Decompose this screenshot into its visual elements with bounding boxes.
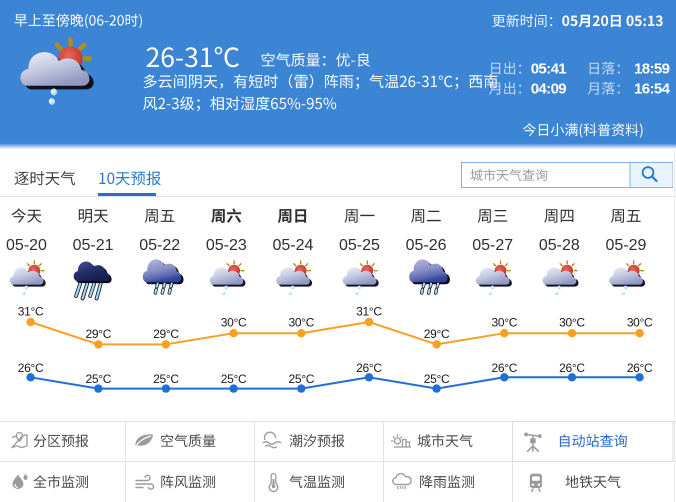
- svg-text:05-26: 05-26: [406, 237, 447, 254]
- svg-text:05-29: 05-29: [605, 237, 646, 254]
- svg-text:30°C: 30°C: [221, 316, 247, 330]
- svg-text:30°C: 30°C: [627, 316, 653, 330]
- svg-text:26°C: 26°C: [491, 361, 517, 375]
- svg-text:30°C: 30°C: [491, 316, 517, 330]
- svg-text:05-23: 05-23: [206, 237, 247, 254]
- svg-text:31°C: 31°C: [356, 305, 382, 319]
- svg-text:30°C: 30°C: [559, 316, 585, 330]
- svg-text:05-27: 05-27: [472, 237, 513, 254]
- svg-text:05-28: 05-28: [539, 237, 580, 254]
- svg-text:31°C: 31°C: [18, 305, 44, 319]
- svg-text:18:59: 18:59: [634, 61, 670, 78]
- svg-text:26°C: 26°C: [559, 361, 585, 375]
- svg-text:26°C: 26°C: [18, 361, 44, 375]
- svg-text:05-21: 05-21: [73, 237, 114, 254]
- svg-text:29°C: 29°C: [85, 327, 111, 341]
- svg-text:25°C: 25°C: [288, 372, 314, 386]
- svg-text:26°C: 26°C: [356, 361, 382, 375]
- svg-text:29°C: 29°C: [424, 327, 450, 341]
- svg-text:05-22: 05-22: [139, 237, 180, 254]
- svg-text:26°C: 26°C: [627, 361, 653, 375]
- svg-text:05-25: 05-25: [339, 237, 380, 254]
- svg-text:25°C: 25°C: [85, 372, 111, 386]
- svg-text:29°C: 29°C: [153, 327, 179, 341]
- svg-text:25°C: 25°C: [153, 372, 179, 386]
- svg-text:05-24: 05-24: [272, 237, 313, 254]
- svg-text:16:54: 16:54: [634, 81, 671, 98]
- svg-text:30°C: 30°C: [288, 316, 314, 330]
- svg-text:05-20: 05-20: [6, 237, 47, 254]
- svg-text:25°C: 25°C: [424, 372, 450, 386]
- svg-text:05:41: 05:41: [531, 61, 567, 78]
- svg-text:25°C: 25°C: [221, 372, 247, 386]
- svg-text:04:09: 04:09: [531, 81, 567, 98]
